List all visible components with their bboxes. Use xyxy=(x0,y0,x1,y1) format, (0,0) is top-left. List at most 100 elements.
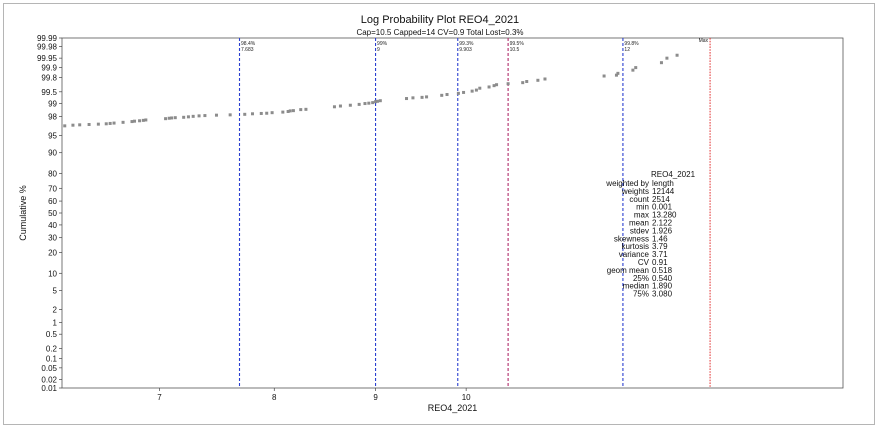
y-tick-label: 98 xyxy=(48,112,57,121)
marker-value-label: 9.903 xyxy=(459,47,472,53)
data-point xyxy=(78,123,82,127)
y-tick-label: 60 xyxy=(48,197,57,206)
data-point xyxy=(96,122,100,126)
data-point xyxy=(374,100,378,104)
data-point xyxy=(506,82,510,86)
y-tick-label: 20 xyxy=(48,249,57,258)
y-tick-label: 99.8 xyxy=(41,74,57,83)
stat-value: 3.79 xyxy=(652,242,668,251)
data-point xyxy=(173,116,177,120)
stat-label: variance xyxy=(619,250,650,259)
data-point xyxy=(259,111,263,115)
stat-label: CV xyxy=(638,258,650,267)
data-point xyxy=(270,111,274,115)
chart-subtitle: Cap=10.5 Capped=14 CV=0.9 Total Lost=0.3… xyxy=(356,28,523,37)
data-point xyxy=(456,91,460,95)
data-point xyxy=(167,116,171,120)
data-point xyxy=(104,122,108,126)
x-tick-label: 7 xyxy=(157,393,162,402)
data-point xyxy=(170,116,174,120)
y-tick-label: 99.99 xyxy=(37,34,58,43)
data-point xyxy=(281,110,285,114)
stat-value: 3.080 xyxy=(652,290,673,299)
data-point xyxy=(536,78,540,82)
data-point xyxy=(367,101,371,105)
data-point xyxy=(299,108,303,112)
marker-percent-label: 98.4% xyxy=(241,41,256,47)
stats-header: REO4_2021 xyxy=(651,170,696,179)
data-point xyxy=(440,93,444,97)
data-point xyxy=(133,119,137,123)
data-point xyxy=(478,86,482,90)
marker-percent-label: 99.8% xyxy=(624,41,639,47)
data-point xyxy=(543,77,547,81)
stat-value: 12144 xyxy=(652,187,675,196)
data-point xyxy=(338,104,342,108)
stat-label: median xyxy=(623,282,649,291)
data-point xyxy=(182,115,186,119)
data-point xyxy=(425,95,429,99)
data-point xyxy=(602,74,606,78)
marker-label: Max xyxy=(699,38,709,44)
data-point xyxy=(631,68,635,72)
y-tick-label: 80 xyxy=(48,169,57,178)
data-point xyxy=(445,93,449,97)
x-tick-label: 8 xyxy=(272,393,277,402)
stat-value: 1.890 xyxy=(652,282,673,291)
y-tick-label: 5 xyxy=(53,286,58,295)
y-tick-label: 0.1 xyxy=(46,354,58,363)
y-tick-label: 0.01 xyxy=(41,384,57,393)
data-point xyxy=(420,95,424,99)
data-point xyxy=(659,61,663,65)
data-point xyxy=(411,96,415,100)
data-point xyxy=(138,119,142,123)
data-point xyxy=(371,101,375,105)
marker-percent-label: 99.3% xyxy=(459,41,474,47)
data-point xyxy=(487,85,491,89)
marker-value-label: 10.5 xyxy=(510,47,520,53)
data-point xyxy=(141,118,145,122)
y-tick-label: 40 xyxy=(48,221,57,230)
marker-percent-label: 99.5% xyxy=(510,41,525,47)
data-point xyxy=(665,56,669,60)
data-point xyxy=(121,120,125,124)
stat-value: 0.540 xyxy=(652,274,673,283)
data-point xyxy=(614,73,618,77)
stat-label: stdev xyxy=(630,226,649,235)
y-tick-label: 0.5 xyxy=(46,330,58,339)
data-point xyxy=(112,121,116,125)
y-tick-label: 50 xyxy=(48,209,57,218)
stat-label: mean xyxy=(629,219,649,228)
stat-value: length xyxy=(652,179,674,188)
y-axis: 0.010.02 0.050.10.2 0.5 1 2 5 10 20 30 40 50 60 70 80… xyxy=(37,34,62,393)
stat-label: weighted by xyxy=(605,179,649,188)
stat-value: 13.280 xyxy=(652,211,677,220)
data-point xyxy=(203,114,207,118)
data-point xyxy=(214,113,218,117)
stat-label: 75% xyxy=(633,290,649,299)
stat-value: 2.122 xyxy=(652,219,673,228)
stat-label: geom mean xyxy=(607,266,649,275)
x-tick-label: 10 xyxy=(462,393,471,402)
stat-label: min xyxy=(636,203,649,212)
data-point xyxy=(521,81,525,85)
x-tick-label: 9 xyxy=(373,393,378,402)
data-point xyxy=(144,118,148,122)
stat-label: weights xyxy=(621,187,649,196)
y-tick-label: 99.9 xyxy=(41,64,57,73)
data-point xyxy=(492,84,496,88)
data-point xyxy=(197,114,201,118)
stat-value: 1.926 xyxy=(652,226,673,235)
data-point xyxy=(363,102,367,106)
data-point xyxy=(186,115,190,119)
chart-title: Log Probability Plot REO4_2021 xyxy=(361,14,519,26)
marker-percent-label: 99% xyxy=(377,41,388,47)
marker-value-label: 12 xyxy=(624,47,630,53)
data-point xyxy=(474,88,478,92)
data-point xyxy=(243,112,247,116)
y-tick-label: 99 xyxy=(48,100,57,109)
stat-label: max xyxy=(634,211,649,220)
stat-value: 0.91 xyxy=(652,258,668,267)
data-point xyxy=(291,109,295,113)
data-point xyxy=(634,66,638,70)
